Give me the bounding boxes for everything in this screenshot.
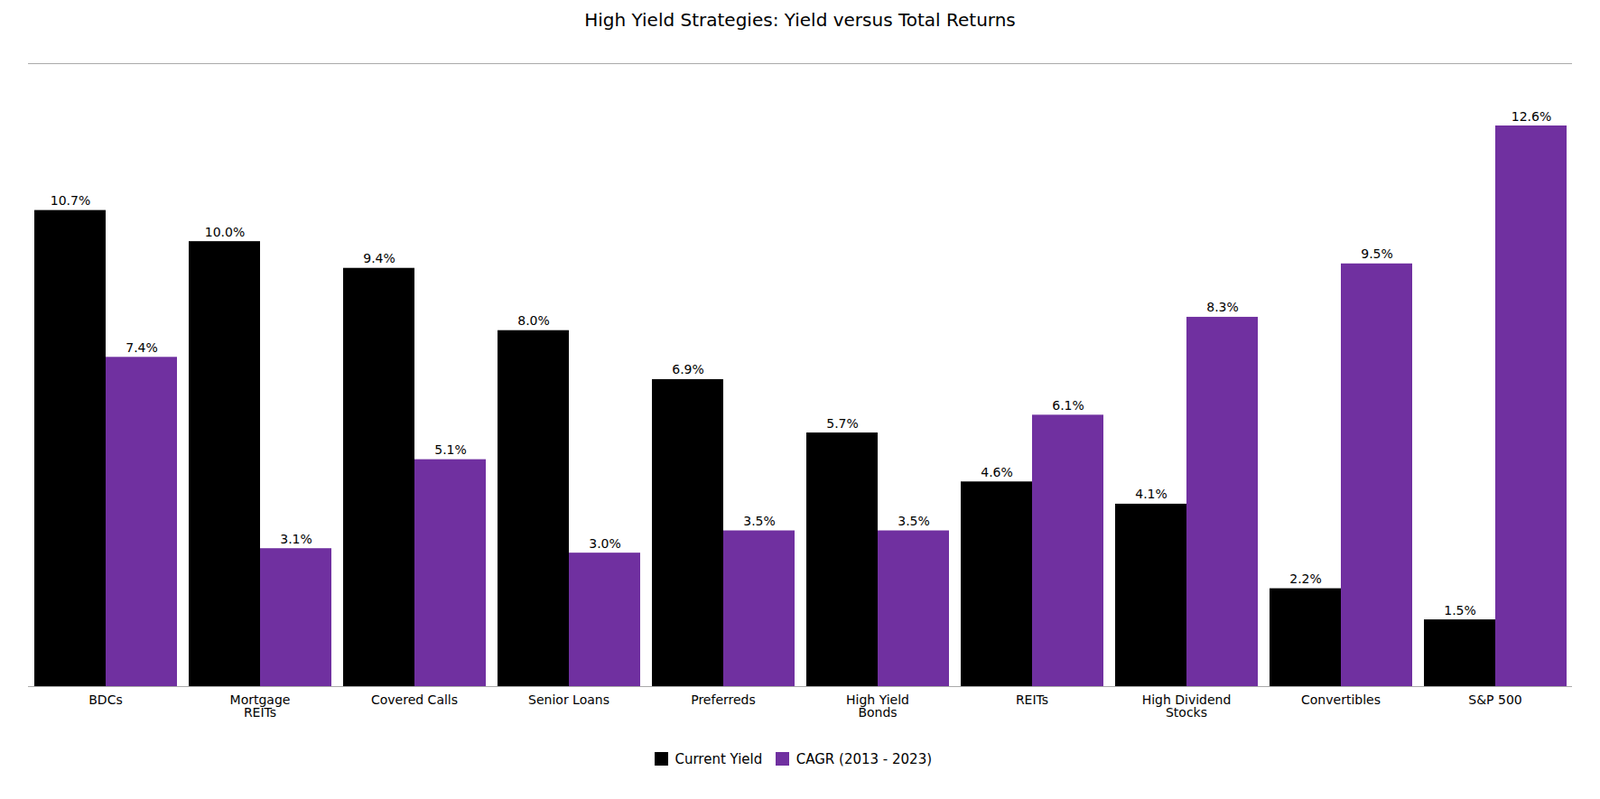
svg-text:REITs: REITs: [1015, 692, 1049, 707]
svg-text:6.9%: 6.9%: [671, 362, 705, 377]
svg-text:3.5%: 3.5%: [897, 513, 931, 529]
svg-text:9.4%: 9.4%: [362, 251, 396, 266]
svg-text:5.7%: 5.7%: [826, 416, 859, 431]
svg-text:8.0%: 8.0%: [517, 313, 550, 328]
svg-text:Senior Loans: Senior Loans: [528, 692, 610, 707]
svg-text:4.1%: 4.1%: [1134, 486, 1168, 502]
svg-text:Preferreds: Preferreds: [690, 692, 756, 707]
svg-text:8.3%: 8.3%: [1206, 299, 1239, 315]
svg-text:10.0%: 10.0%: [204, 224, 245, 240]
svg-text:12.6%: 12.6%: [1511, 109, 1552, 124]
svg-text:4.6%: 4.6%: [980, 465, 1014, 480]
svg-text:MortgageREITs: MortgageREITs: [230, 692, 291, 720]
svg-text:3.0%: 3.0%: [588, 536, 622, 551]
svg-text:5.1%: 5.1%: [434, 442, 467, 457]
html-text:CAGR (2013 - 2023): CAGR (2013 - 2023): [796, 750, 932, 768]
svg-text:9.5%: 9.5%: [1360, 246, 1394, 261]
svg-text:S&P 500: S&P 500: [1468, 692, 1522, 707]
svg-text:6.1%: 6.1%: [1051, 398, 1085, 413]
svg-text:10.7%: 10.7%: [50, 193, 91, 208]
svg-text:BDCs: BDCs: [88, 692, 122, 707]
svg-text:Convertibles: Convertibles: [1301, 692, 1381, 707]
svg-text:High YieldBonds: High YieldBonds: [846, 692, 910, 720]
svg-text:2.2%: 2.2%: [1289, 571, 1322, 587]
svg-text:1.5%: 1.5%: [1443, 603, 1477, 618]
html-text:Current Yield: Current Yield: [674, 750, 763, 768]
svg-text:3.5%: 3.5%: [743, 513, 776, 529]
svg-text:Covered Calls: Covered Calls: [371, 692, 458, 707]
svg-text:3.1%: 3.1%: [279, 531, 313, 547]
svg-text:7.4%: 7.4%: [125, 340, 159, 355]
svg-text:High DividendStocks: High DividendStocks: [1142, 692, 1232, 720]
html-text:High Yield Strategies: Yield v: High Yield Strategies: Yield versus Tota…: [584, 9, 1016, 31]
